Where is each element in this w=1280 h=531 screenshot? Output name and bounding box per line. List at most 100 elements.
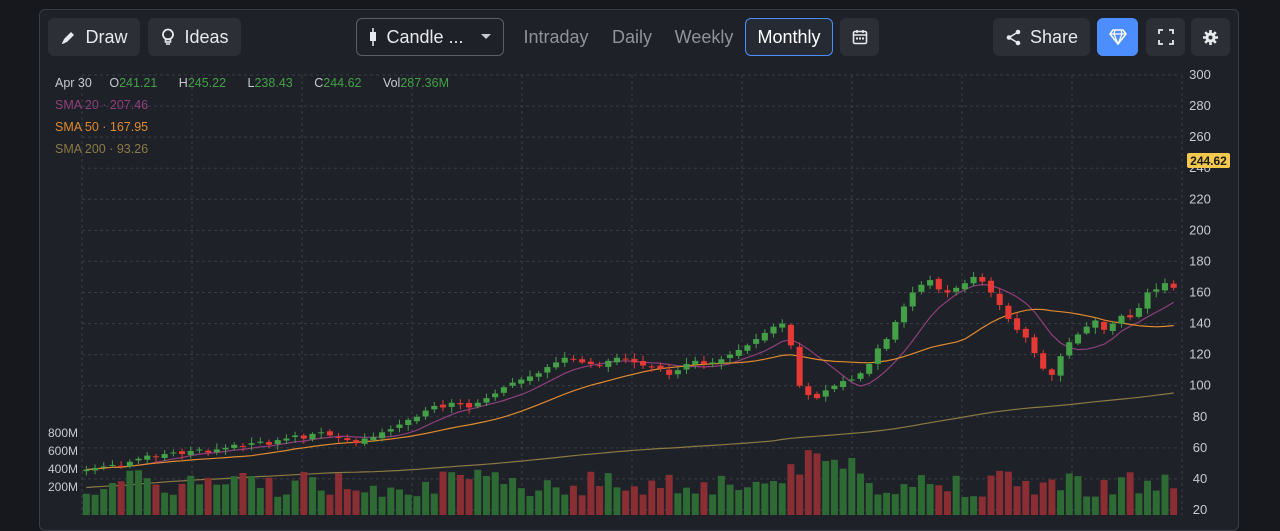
calendar-button[interactable] [840,18,879,56]
volume-bar [622,490,630,515]
volume-bar [709,494,717,515]
chevron-down-icon [480,33,492,41]
y-tick-label: 80 [1193,409,1207,424]
sma-20-value: 207.46 [109,98,149,112]
y-tick-label: 280 [1189,98,1211,113]
candle-body [718,359,725,364]
ohlc-open-prefix: O [109,76,120,90]
y-tick-label: 160 [1189,285,1211,300]
volume-tick-label: 600M [48,444,78,458]
candlestick-icon [368,27,378,47]
candle-body [779,323,786,328]
ohlc-close: 244.62 [323,76,362,90]
candle-body [544,367,551,373]
tab-weekly-label: Weekly [674,26,734,47]
volume-bar [883,492,891,515]
volume-bar [178,483,186,515]
candle-body [596,365,603,367]
volume-bar [1152,490,1160,515]
candle-body [326,431,333,436]
volume-bar [222,484,230,515]
fullscreen-button[interactable] [1146,18,1185,56]
volume-bar [839,468,847,515]
candle-body [352,440,360,444]
candle-body [813,393,821,399]
volume-bar [526,496,534,515]
price-chart[interactable]: 3002802602402202001801601401201008060402… [40,10,1238,530]
volume-bar [944,491,951,515]
volume-bar [387,487,395,515]
tab-monthly[interactable]: Monthly [745,18,833,56]
ohlc-volume: 287.36M [400,76,449,90]
volume-bar [91,494,99,515]
calendar-icon [852,29,868,45]
tab-weekly[interactable]: Weekly [667,18,741,56]
candle-body [318,432,325,434]
chart-panel: Draw Ideas Candle ... Intraday Daily Wee… [39,9,1239,531]
sma-20-label: SMA 20 [55,98,99,112]
ideas-button[interactable]: Ideas [148,18,241,56]
volume-bar [100,489,108,515]
ideas-label: Ideas [184,26,229,47]
volume-bar [700,482,708,515]
candle-body [405,419,412,425]
volume-bar [1170,488,1178,515]
settings-button[interactable] [1191,18,1230,56]
volume-bar [743,487,751,515]
tab-daily[interactable]: Daily [604,18,660,56]
volume-bar [291,480,299,515]
candle-body [970,276,977,284]
candle-body [526,376,534,381]
volume-bar [874,494,882,515]
sma-50-dot: · [102,120,110,134]
candle-body [770,326,777,334]
candle-body [1135,308,1142,317]
candle-body [553,362,560,368]
sma-50-legend: SMA 50 · 167.95 [55,120,148,134]
volume-bar [378,496,386,515]
volume-bar [309,477,316,515]
candle-body [283,438,290,441]
premium-button[interactable] [1097,18,1138,56]
chart-type-dropdown[interactable]: Candle ... [356,18,504,56]
candle-body [118,465,125,467]
candle-body [1005,305,1012,319]
share-button[interactable]: Share [993,18,1090,56]
draw-button[interactable]: Draw [48,18,140,56]
candle-body [648,366,655,368]
volume-bar [613,487,621,515]
candle-body [1153,289,1160,292]
candle-body [196,449,203,451]
volume-bar [639,494,647,515]
candle-body [1083,326,1090,334]
candle-body [466,403,473,408]
y-tick-label: 20 [1193,502,1207,517]
candle-body [500,387,507,393]
tab-intraday[interactable]: Intraday [514,18,598,56]
candle-body [265,442,273,445]
pencil-icon [60,29,77,46]
volume-bar [274,496,282,515]
y-tick-label: 260 [1189,129,1211,144]
candle-body [587,361,594,364]
volume-bar [474,469,482,515]
volume-bars [82,450,1178,515]
volume-bar [1126,472,1134,515]
volume-bar [604,473,612,515]
volume-bar [1135,493,1143,515]
candle-body [257,441,264,443]
candle-body [370,436,377,441]
volume-bar [1161,474,1169,515]
candle-body [144,455,151,460]
ohlc-low: 238.43 [254,76,293,90]
volume-tick-label: 800M [48,426,78,440]
volume-bar [482,475,490,515]
volume-bar [717,475,725,515]
sma-200-legend: SMA 200 · 93.26 [55,142,148,156]
volume-bar [152,484,160,515]
candle-body [700,361,707,364]
ohlc-high: 245.22 [187,76,227,90]
candle-body [509,382,516,386]
volume-bar [804,450,812,515]
candle-body [187,450,194,455]
